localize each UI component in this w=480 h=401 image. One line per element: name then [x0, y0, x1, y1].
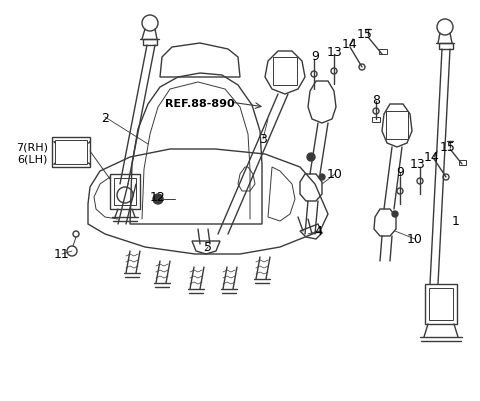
Text: 4: 4	[314, 225, 322, 238]
Bar	[386, 112, 408, 140]
Bar	[52, 138, 90, 168]
Bar	[372, 118, 380, 123]
Text: 15: 15	[440, 141, 456, 154]
Bar	[55, 141, 87, 164]
Bar	[429, 288, 453, 320]
Bar	[110, 174, 140, 209]
Text: 2: 2	[101, 111, 109, 124]
Bar	[459, 160, 466, 166]
Text: 13: 13	[410, 158, 426, 171]
Text: 9: 9	[396, 166, 404, 179]
Text: 13: 13	[327, 45, 343, 59]
Circle shape	[319, 174, 325, 180]
Text: REF.88-890: REF.88-890	[165, 99, 235, 109]
Text: 14: 14	[424, 151, 440, 164]
Text: 9: 9	[311, 51, 319, 63]
Text: 14: 14	[342, 37, 358, 51]
Bar	[425, 284, 457, 324]
Text: 7(RH): 7(RH)	[16, 143, 48, 153]
Text: 15: 15	[357, 27, 373, 41]
Bar	[143, 40, 157, 46]
Bar	[379, 50, 387, 55]
Text: 6(LH): 6(LH)	[17, 155, 47, 164]
Text: 11: 11	[54, 248, 70, 261]
Circle shape	[153, 194, 163, 205]
Text: 5: 5	[204, 241, 212, 254]
Bar	[273, 58, 297, 86]
Circle shape	[392, 211, 398, 217]
Text: 12: 12	[150, 191, 166, 204]
Text: 10: 10	[407, 233, 423, 246]
Circle shape	[307, 154, 315, 162]
Bar	[439, 44, 453, 50]
Text: 1: 1	[452, 215, 460, 228]
Bar	[114, 178, 136, 205]
Text: 10: 10	[327, 168, 343, 181]
Text: 3: 3	[259, 133, 267, 146]
Text: 8: 8	[372, 93, 380, 106]
